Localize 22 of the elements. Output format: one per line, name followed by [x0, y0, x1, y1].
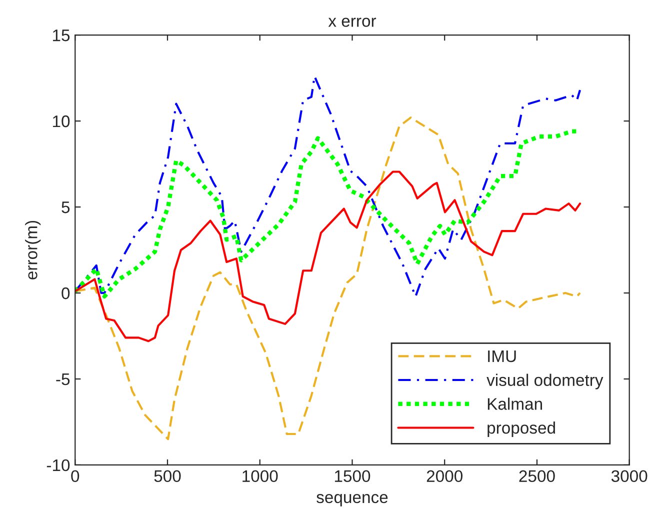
legend-label: visual odometry	[486, 374, 604, 390]
x-tick-label: 2500	[519, 470, 555, 482]
y-tick-label: 10	[53, 115, 70, 128]
x-tick-label: 2000	[426, 470, 462, 482]
y-tick-label: 15	[53, 30, 70, 42]
y-tick-label: 5	[62, 202, 70, 214]
x-axis-title: sequence	[316, 494, 388, 506]
y-tick-label: -10	[46, 459, 70, 472]
legend-label: Kalman	[488, 398, 542, 410]
legend-label: IMU	[488, 350, 516, 362]
legend-label: proposed	[488, 422, 555, 438]
x-tick-label: 0	[71, 470, 80, 482]
x-tick-label: 3000	[611, 470, 648, 482]
x-tick-label: 1500	[334, 470, 370, 482]
y-tick-label: -5	[56, 374, 70, 386]
chart-title: x error	[328, 18, 376, 27]
line-series	[75, 75, 582, 298]
x-tick-label: 500	[154, 470, 181, 482]
line-series	[75, 170, 582, 342]
y-tick-label: 0	[62, 287, 70, 300]
x-tick-label: 1000	[242, 470, 278, 482]
y-axis-title: error(m)	[25, 220, 41, 280]
